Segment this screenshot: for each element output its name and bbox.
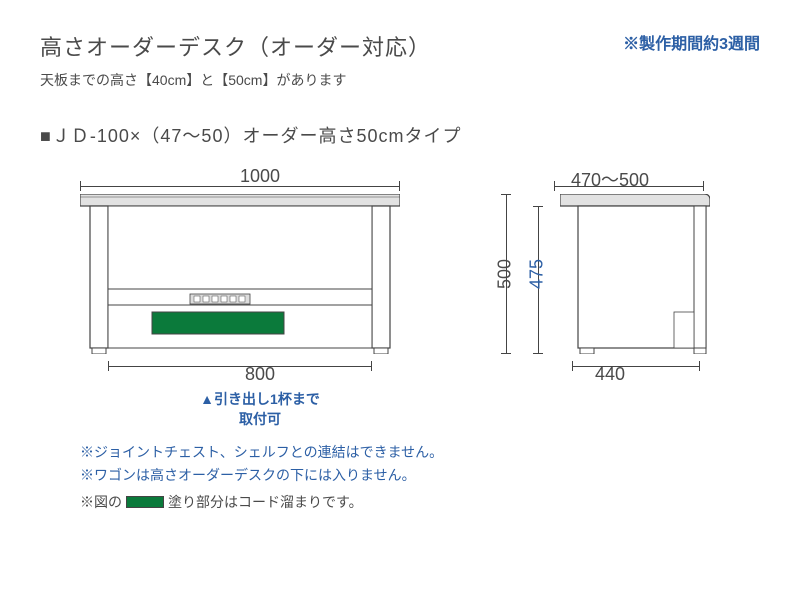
front-elevation-drawing	[80, 194, 400, 354]
side-elevation-drawing	[560, 194, 710, 354]
subtitle: 天板までの高さ【40cm】と【50cm】があります	[40, 70, 760, 90]
side-height-outer-dim: 500	[495, 259, 516, 289]
note-cord-post: 塗り部分はコード溜まりです。	[168, 492, 363, 512]
leadtime-note: ※製作期間約3週間	[623, 30, 760, 54]
note-joint: ※ジョイントチェスト、シェルフとの連結はできません。	[80, 441, 760, 463]
section-title: ■ＪＤ-100×（47～50）オーダー高さ50cmタイプ	[40, 122, 760, 148]
side-view: 470～500 500 475 440	[490, 166, 730, 429]
side-depth-range-dim: 470～500	[490, 166, 730, 192]
front-width-dim: 1000	[80, 166, 440, 187]
notes: ※ジョイントチェスト、シェルフとの連結はできません。 ※ワゴンは高さオーダーデス…	[80, 441, 760, 512]
side-height-inner-dim: 475	[527, 259, 548, 289]
note-cord-tray: ※図の 塗り部分はコード溜まりです。	[80, 492, 760, 512]
note-cord-pre: ※図の	[80, 492, 122, 512]
drawer-note: ▲引き出し1杯まで 取付可	[80, 390, 440, 429]
cord-tray-swatch	[126, 496, 164, 508]
diagram-area: 1000 800 ▲引き出し1杯まで 取付可 470～500 500	[80, 166, 760, 429]
front-shelf-width-dim: 800	[80, 364, 440, 385]
drawer-note-line1: ▲引き出し1杯まで	[80, 390, 440, 410]
drawer-note-line2: 取付可	[80, 410, 440, 430]
note-wagon: ※ワゴンは高さオーダーデスクの下には入りません。	[80, 464, 760, 486]
side-depth-bottom-dim: 440	[490, 364, 730, 385]
page-title: 高さオーダーデスク（オーダー対応）	[40, 30, 431, 62]
front-view: 1000 800 ▲引き出し1杯まで 取付可	[80, 166, 440, 429]
